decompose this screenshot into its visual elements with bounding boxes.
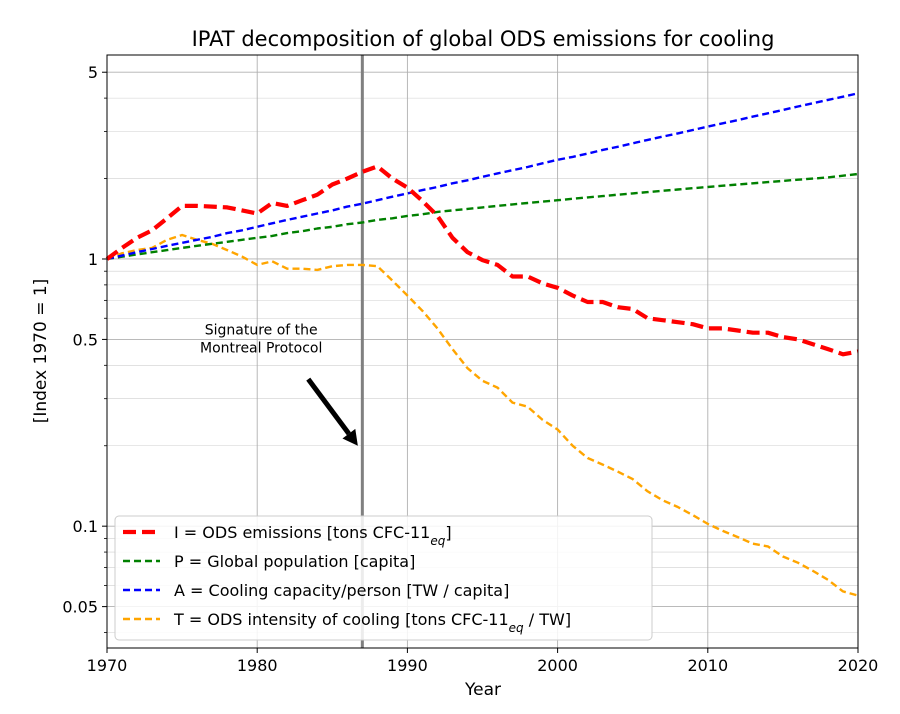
y-axis-label: [Index 1970 = 1] [31, 279, 51, 424]
chart-title: IPAT decomposition of global ODS emissio… [192, 27, 775, 51]
y-tick-label: 5 [88, 63, 98, 82]
series-line-p [106, 172, 859, 261]
y-tick-label: 0.1 [73, 517, 98, 536]
series-line-t [106, 233, 859, 597]
x-tick-label: 2010 [687, 656, 728, 675]
annotation-layer: Signature of the Montreal Protocol [200, 323, 358, 446]
y-tick-label: 0.05 [62, 598, 98, 617]
y-tick-label: 1 [88, 250, 98, 269]
x-tick-label: 1990 [387, 656, 428, 675]
legend: I = ODS emissions [tons CFC-11eq]P = Glo… [114, 515, 653, 641]
plot-frame [106, 54, 859, 649]
series-line-a [106, 92, 859, 261]
legend-label: A = Cooling capacity/person [TW / capita… [174, 581, 509, 600]
annotation-text-line: Signature of the [205, 323, 318, 339]
x-tick-label: 2000 [537, 656, 578, 675]
x-tick-label: 2020 [838, 656, 879, 675]
annotation-arrow-shaft [306, 377, 351, 436]
x-axis-label: Year [464, 680, 501, 700]
x-tick-label: 1980 [237, 656, 278, 675]
series-layer [105, 92, 859, 597]
y-tick-label: 0.5 [73, 330, 98, 349]
legend-label: P = Global population [capita] [174, 552, 415, 571]
series-line-i [105, 164, 859, 357]
annotation-text-line: Montreal Protocol [200, 341, 322, 357]
legend-box [114, 515, 653, 641]
axis-ticks: 0.05 0.1 0.5 1 5 1970 1980 1990 2000 2010 2020 [62, 63, 878, 675]
x-tick-label: 1970 [87, 656, 128, 675]
annotation-arrow-head [342, 428, 358, 446]
